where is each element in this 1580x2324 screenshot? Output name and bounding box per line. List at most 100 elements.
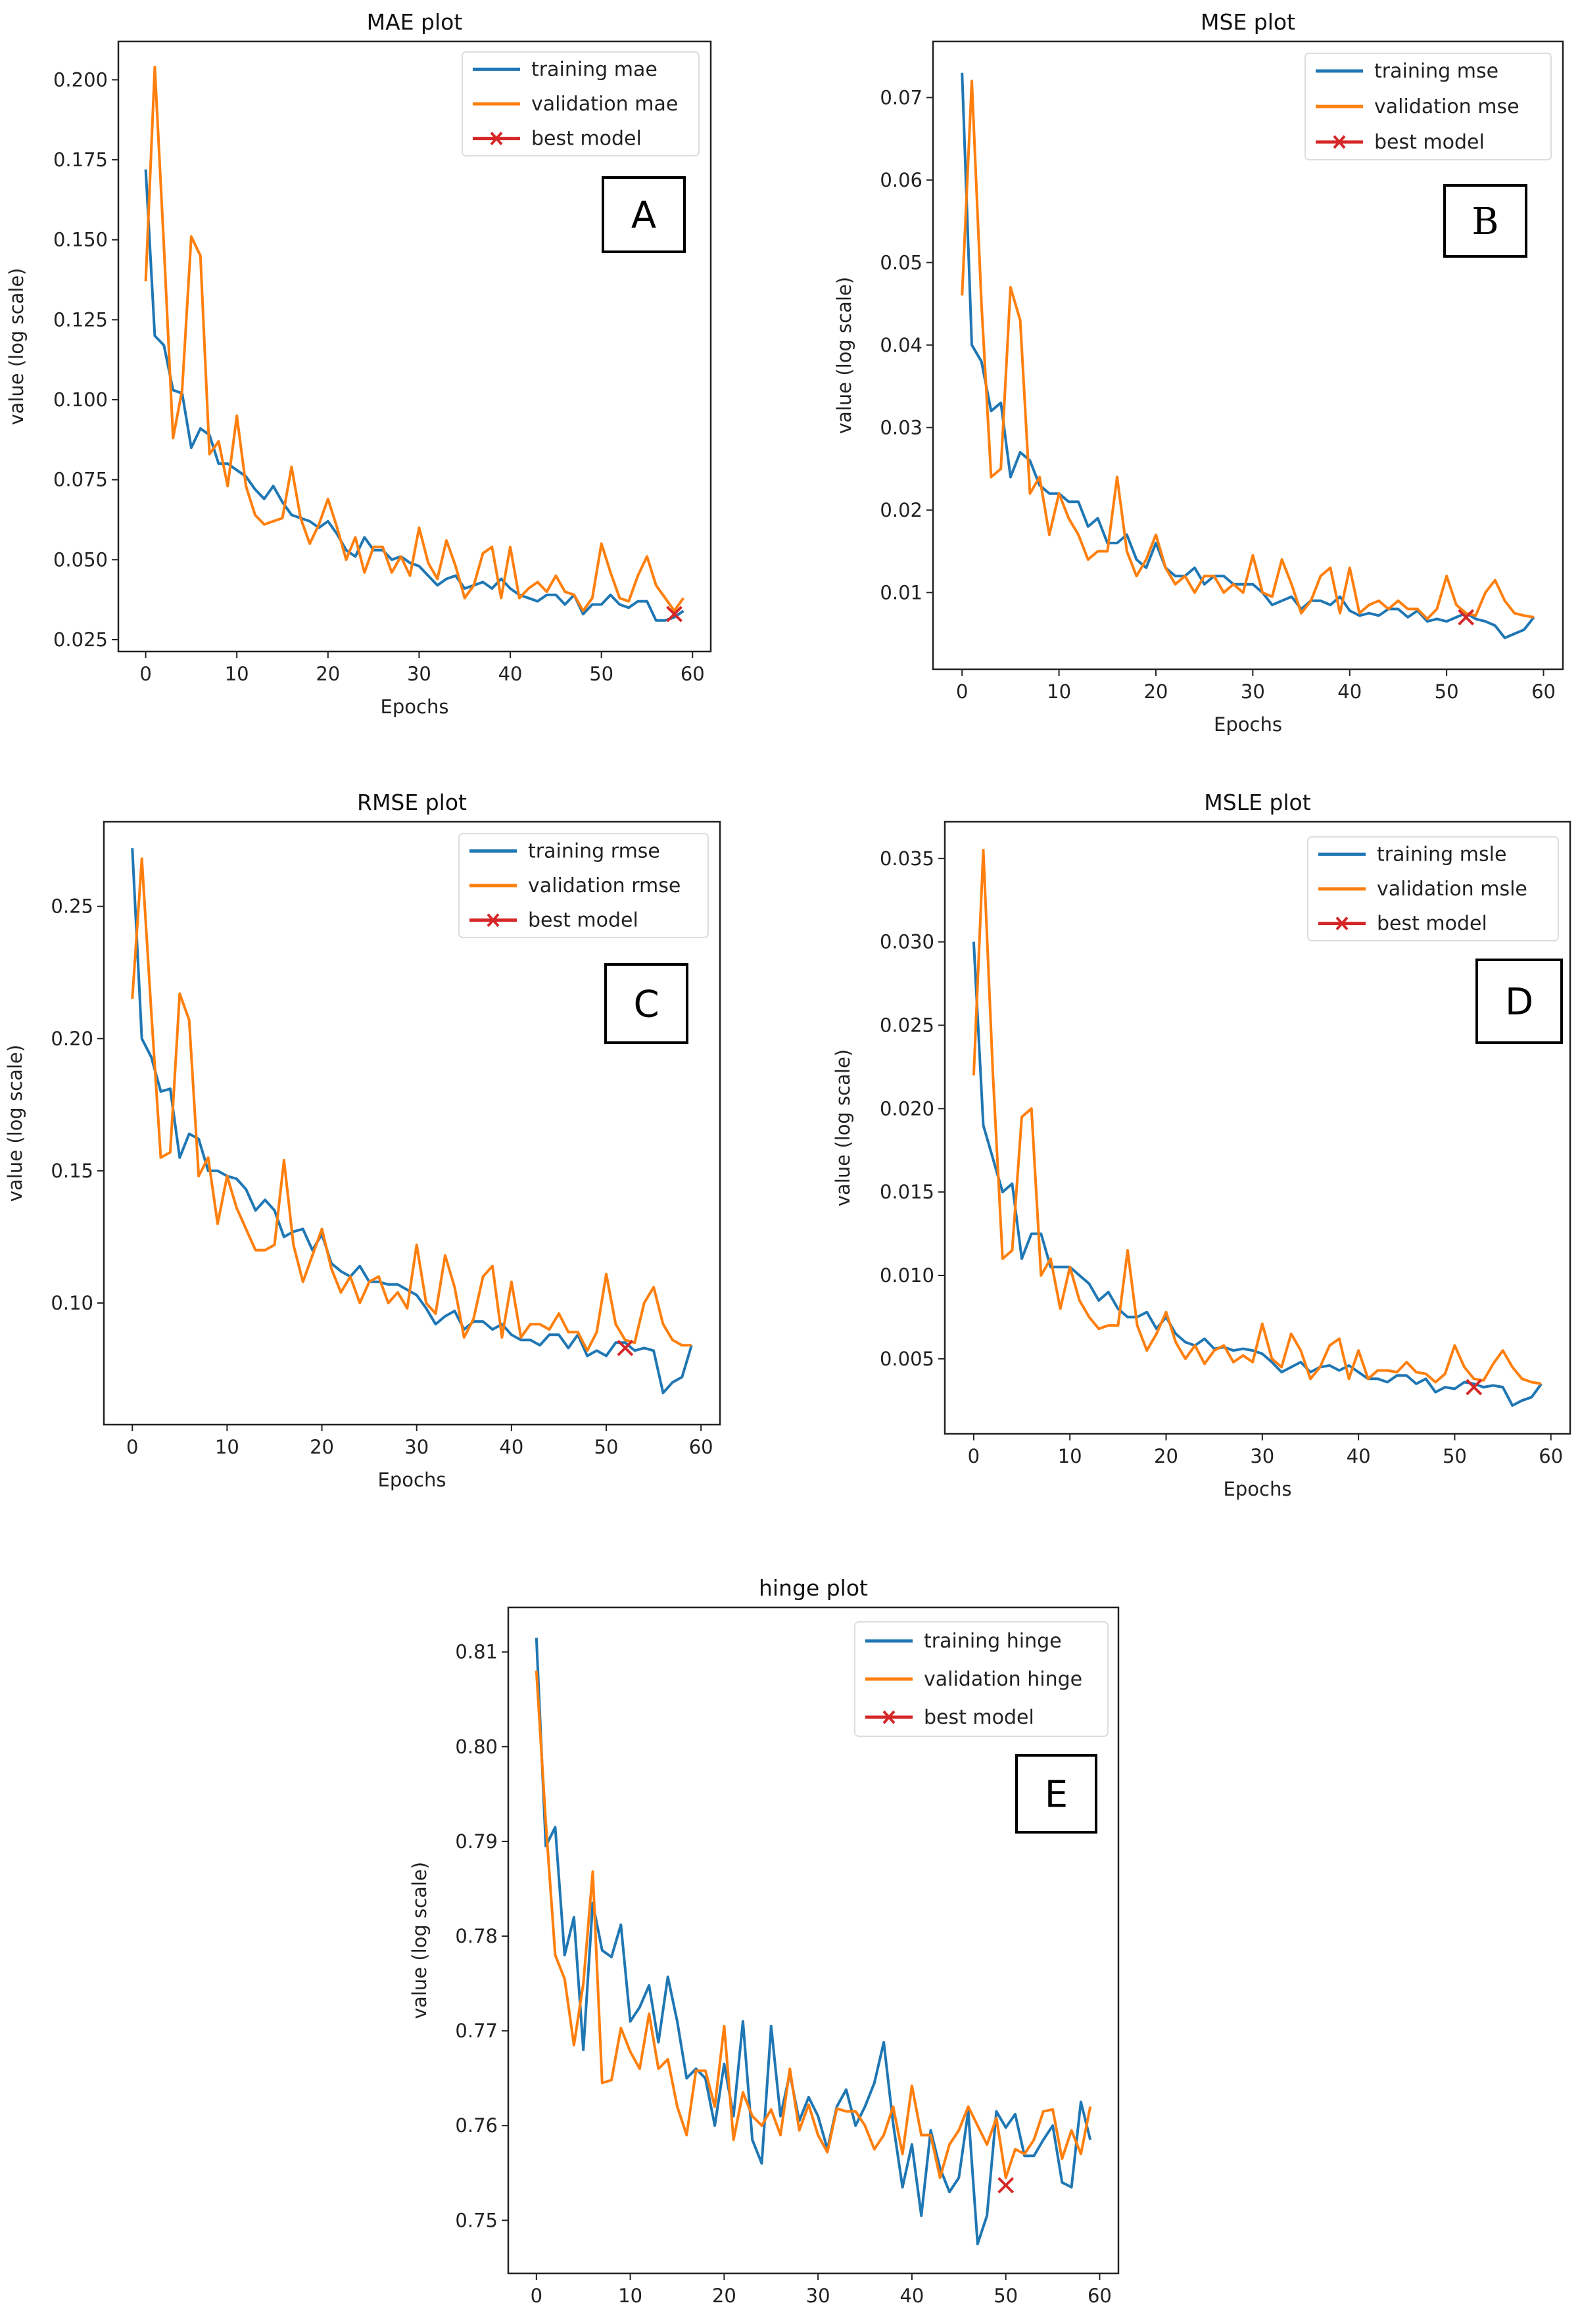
legend-box (462, 51, 700, 156)
x-tick-label: 60 (1088, 2285, 1112, 2307)
axes-frame (932, 40, 1564, 671)
x-tick-label: 0 (139, 663, 151, 685)
x-tick-label: 30 (404, 1436, 429, 1458)
legend-label: best model (531, 128, 642, 151)
legend: training hinge validation hinge best model (854, 1621, 1109, 1737)
x-tick-label: 40 (498, 663, 523, 685)
x-tick-label: 10 (225, 663, 249, 685)
y-tick-label: 0.78 (455, 1925, 498, 1947)
y-tick-label: 0.80 (455, 1736, 498, 1758)
x-tick-label: 60 (1531, 680, 1556, 703)
legend-label: validation hinge (924, 1668, 1082, 1691)
x-tick-label: 20 (712, 2285, 736, 2307)
chart-title: hinge plot (759, 1575, 868, 1601)
y-axis-label: value (log scale) (832, 1049, 854, 1206)
best-model-marker (617, 1339, 634, 1356)
y-tick-label: 0.05 (880, 251, 922, 273)
legend-label: training rmse (528, 840, 660, 863)
y-tick-label: 0.030 (880, 931, 934, 953)
best-model-marker (1466, 1379, 1483, 1396)
y-tick-label: 0.010 (880, 1264, 934, 1287)
x-axis-label: Epochs (1224, 1478, 1292, 1500)
chart-title: RMSE plot (357, 790, 467, 815)
panel-letter-box (1443, 184, 1527, 258)
best-model-marker (666, 605, 682, 623)
best-model-x-icon (882, 1710, 896, 1724)
x-tick-label: 0 (531, 2285, 542, 2307)
x-tick-label: 10 (618, 2285, 642, 2307)
validation-series-line (144, 65, 685, 613)
y-tick-label: 0.76 (455, 2114, 498, 2137)
chart-title: MAE plot (367, 9, 463, 35)
y-tick-label: 0.050 (53, 548, 108, 571)
x-axis-label: Epochs (381, 696, 449, 718)
panel-letter-box (602, 176, 686, 253)
y-tick-label: 0.20 (51, 1028, 93, 1050)
legend-label: best model (1377, 913, 1487, 936)
x-tick-label: 40 (899, 2285, 924, 2307)
chart-panel-a: MAE plot 0 10 20 30 40 50 60 0.025 0.050 0.075 0.10… (5, 9, 712, 718)
y-tick-label: 0.81 (455, 1641, 498, 1663)
y-tick-label: 0.04 (880, 334, 922, 356)
y-tick-label: 0.025 (53, 628, 108, 651)
x-tick-label: 50 (589, 663, 613, 685)
training-series-line (961, 72, 1535, 640)
x-tick-label: 50 (993, 2285, 1018, 2307)
y-tick-label: 0.020 (880, 1097, 934, 1120)
panel-letter: C (633, 984, 659, 1026)
y-axis-label: value (log scale) (4, 1045, 26, 1202)
validation-series-line (535, 1671, 1092, 2179)
y-tick-label: 0.25 (51, 895, 93, 918)
chart-panel-c: RMSE plot 0 10 20 30 40 50 60 0.10 0.15 0.20 0.25 Ep… (4, 790, 721, 1491)
legend-label: best model (924, 1706, 1034, 1729)
x-tick-label: 20 (310, 1436, 334, 1458)
x-tick-label: 40 (1347, 1445, 1371, 1467)
y-tick-label: 0.07 (880, 86, 922, 108)
y-tick-label: 0.175 (53, 149, 108, 171)
y-axis-label: value (log scale) (408, 1862, 431, 2019)
legend-label: validation rmse (528, 874, 681, 897)
y-tick-label: 0.03 (880, 416, 922, 439)
validation-series-line (131, 857, 692, 1352)
panel-letter: E (1045, 1774, 1068, 1816)
training-series-line (131, 848, 693, 1394)
x-tick-label: 30 (407, 663, 431, 685)
panel-letter-box (1475, 959, 1563, 1044)
best-model-marker (997, 2177, 1015, 2194)
x-tick-label: 50 (594, 1436, 619, 1458)
x-tick-label: 40 (1337, 680, 1362, 703)
x-tick-label: 0 (956, 680, 968, 703)
y-tick-label: 0.79 (455, 1830, 498, 1853)
best-model-marker (1458, 609, 1475, 626)
x-tick-label: 20 (316, 663, 340, 685)
x-tick-label: 10 (215, 1436, 239, 1458)
y-tick-label: 0.005 (880, 1348, 934, 1370)
legend-box (1307, 836, 1559, 941)
chart-title: MSLE plot (1204, 790, 1310, 815)
x-tick-label: 40 (499, 1436, 523, 1458)
chart-title: MSE plot (1201, 9, 1295, 35)
validation-series-line (972, 849, 1542, 1385)
chart-panel-d: MSLE plot 0 10 20 30 40 50 60 0.005 0.010 0.015 0.0… (832, 790, 1571, 1500)
y-tick-label: 0.200 (53, 68, 108, 91)
validation-series-line (961, 80, 1535, 621)
y-tick-label: 0.10 (51, 1292, 93, 1314)
y-tick-label: 0.025 (880, 1014, 934, 1036)
legend-label: training mse (1374, 60, 1498, 83)
panel-letter: A (631, 195, 656, 237)
chart-panel-e: hinge plot 0 10 20 30 40 50 60 0.75 0.76 0.77 0.78 0… (408, 1575, 1120, 2307)
y-tick-label: 0.075 (53, 469, 108, 491)
legend-label: validation mae (531, 93, 678, 116)
legend-label: validation mse (1374, 95, 1520, 118)
legend: training mae validation mae best model (462, 51, 700, 156)
x-tick-label: 60 (681, 663, 705, 685)
y-tick-label: 0.015 (880, 1181, 934, 1203)
x-axis-label: Epochs (1214, 713, 1282, 736)
x-tick-label: 30 (1250, 1445, 1274, 1467)
x-axis-label: Epochs (378, 1469, 446, 1491)
training-series-line (972, 941, 1543, 1407)
y-tick-label: 0.125 (53, 308, 108, 331)
best-model-x-icon (1333, 135, 1346, 149)
legend-box (458, 833, 709, 938)
x-tick-label: 30 (1241, 680, 1265, 703)
